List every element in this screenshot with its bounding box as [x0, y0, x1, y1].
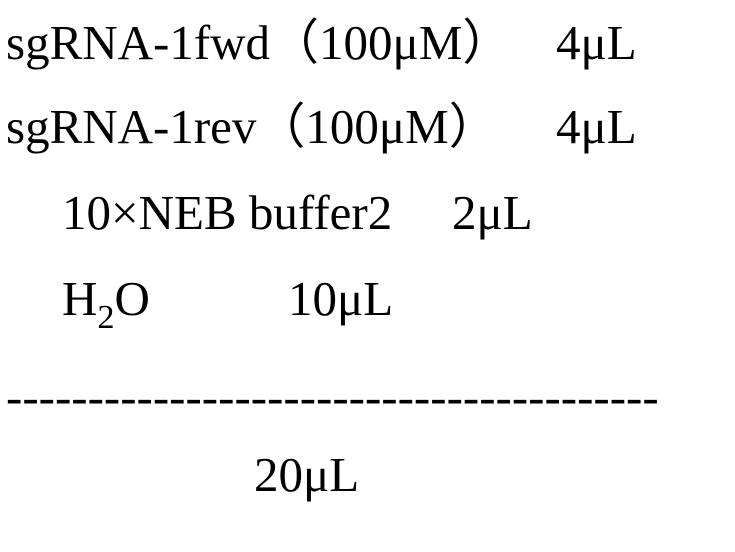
reagent-label-2: sgRNA-1rev（100μM） [6, 102, 498, 151]
reagent-label-4-water: H2O [62, 274, 150, 332]
reagent-volume-2: 4μL [556, 102, 637, 151]
water-suffix: O [115, 271, 150, 326]
protocol-mix-list: sgRNA-1fwd（100μM） 4μL sgRNA-1rev（100μM） … [0, 0, 735, 552]
reagent-volume-3: 2μL [452, 188, 533, 237]
divider-line: ---------------------------------------- [6, 368, 659, 425]
water-subscript: 2 [97, 298, 114, 336]
reagent-volume-1: 4μL [556, 18, 637, 67]
reagent-volume-4: 10μL [288, 274, 393, 323]
water-prefix: H [62, 271, 97, 326]
reagent-label-1: sgRNA-1fwd（100μM） [6, 18, 511, 67]
total-volume: 20μL [254, 450, 359, 499]
reagent-label-3: 10×NEB buffer2 [62, 188, 392, 237]
